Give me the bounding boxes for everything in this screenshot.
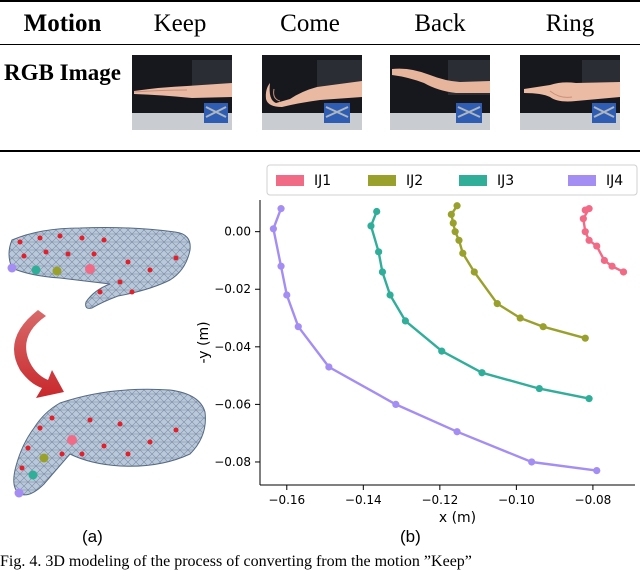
legend-label: IJ2 bbox=[406, 173, 423, 189]
x-tick-label: −0.14 bbox=[345, 493, 382, 507]
series-ij2 bbox=[447, 202, 589, 342]
data-point bbox=[470, 268, 478, 276]
y-tick-label: −0.06 bbox=[214, 397, 251, 411]
joint-trajectory-chart: −0.16 −0.14 −0.12 −0.10 −0.08 0.00 −0.02 −0.04 −… bbox=[196, 164, 638, 526]
data-point bbox=[375, 248, 383, 256]
data-point bbox=[449, 219, 457, 227]
data-point bbox=[600, 256, 608, 265]
data-point bbox=[455, 236, 463, 244]
data-point bbox=[367, 222, 375, 230]
table-mid-rule bbox=[0, 44, 640, 45]
data-point bbox=[459, 249, 467, 257]
data-point bbox=[373, 207, 381, 216]
motion-table: Motion Keep Come Back Ring RGB Image bbox=[0, 0, 640, 152]
y-tick-label: −0.02 bbox=[214, 282, 251, 296]
legend-swatch bbox=[276, 175, 304, 186]
series-line bbox=[272, 208, 597, 472]
table-header-back: Back bbox=[414, 10, 466, 37]
figure-b-label: (b) bbox=[400, 527, 421, 546]
legend-frame bbox=[266, 164, 638, 196]
y-axis-label: -y (m) bbox=[196, 321, 212, 363]
series-ij4 bbox=[269, 205, 601, 475]
x-tick-label: −0.12 bbox=[421, 493, 458, 507]
rgb-image-keep bbox=[132, 55, 232, 130]
data-point bbox=[581, 228, 589, 236]
data-point bbox=[378, 268, 387, 276]
figure-caption: Fig. 4. 3D modeling of the process of co… bbox=[0, 553, 472, 570]
table-header-come: Come bbox=[280, 10, 340, 37]
y-tick-label: −0.08 bbox=[214, 455, 251, 469]
data-point bbox=[593, 467, 601, 475]
data-point bbox=[535, 384, 543, 393]
table-bottom-rule bbox=[0, 150, 640, 152]
data-point bbox=[283, 291, 291, 299]
data-point bbox=[608, 262, 616, 270]
legend-swatch bbox=[368, 175, 396, 186]
table-row-label-rgb-image: RGB Image bbox=[4, 60, 121, 85]
series-ij3 bbox=[367, 207, 593, 403]
data-point bbox=[585, 205, 593, 213]
data-point bbox=[619, 268, 628, 276]
data-point bbox=[528, 458, 536, 466]
data-point bbox=[269, 225, 277, 233]
x-tick-label: −0.16 bbox=[268, 493, 305, 507]
data-point bbox=[447, 210, 455, 218]
transition-arrow bbox=[14, 310, 64, 398]
data-point bbox=[579, 215, 587, 223]
y-tick-label: −0.04 bbox=[214, 340, 251, 354]
data-point bbox=[585, 395, 593, 403]
chart-legend: IJ1 IJ2 IJ3 IJ4 bbox=[266, 164, 638, 196]
data-point bbox=[451, 228, 459, 236]
table-header-ring: Ring bbox=[545, 10, 595, 37]
hand-3d-model-figure bbox=[0, 198, 215, 503]
series-line bbox=[369, 211, 590, 400]
rgb-image-ring bbox=[520, 55, 620, 130]
data-point bbox=[438, 347, 446, 355]
legend-swatch bbox=[568, 175, 596, 186]
data-point bbox=[585, 236, 593, 244]
table-header-keep: Keep bbox=[153, 10, 207, 37]
legend-label: IJ4 bbox=[606, 173, 623, 189]
data-point bbox=[401, 317, 410, 325]
data-point bbox=[453, 428, 461, 436]
data-point bbox=[478, 369, 486, 377]
legend-label: IJ3 bbox=[497, 173, 514, 189]
data-point bbox=[516, 314, 524, 322]
data-point bbox=[325, 363, 333, 371]
data-point bbox=[539, 323, 547, 331]
x-axis-label: x (m) bbox=[439, 510, 476, 526]
table-header-motion: Motion bbox=[23, 10, 102, 37]
rgb-image-back bbox=[390, 55, 490, 130]
x-tick-label: −0.10 bbox=[498, 493, 535, 507]
data-point bbox=[593, 242, 601, 250]
hand-mesh-come bbox=[13, 388, 206, 498]
y-tick-label: 0.00 bbox=[224, 225, 251, 239]
hand-mesh-keep bbox=[7, 227, 191, 309]
legend-label: IJ1 bbox=[314, 173, 331, 189]
table-top-rule bbox=[0, 0, 640, 2]
data-point bbox=[493, 300, 501, 308]
data-point bbox=[294, 323, 302, 331]
x-tick-label: −0.08 bbox=[575, 493, 612, 507]
series-ij1 bbox=[579, 205, 628, 276]
data-point bbox=[581, 334, 589, 342]
data-point bbox=[277, 262, 285, 270]
rgb-image-come bbox=[262, 55, 362, 130]
data-point bbox=[277, 205, 285, 213]
figure-a-label: (a) bbox=[82, 527, 103, 546]
data-point bbox=[453, 202, 461, 210]
data-point bbox=[392, 400, 400, 408]
legend-swatch bbox=[459, 175, 487, 186]
data-point bbox=[386, 291, 394, 299]
